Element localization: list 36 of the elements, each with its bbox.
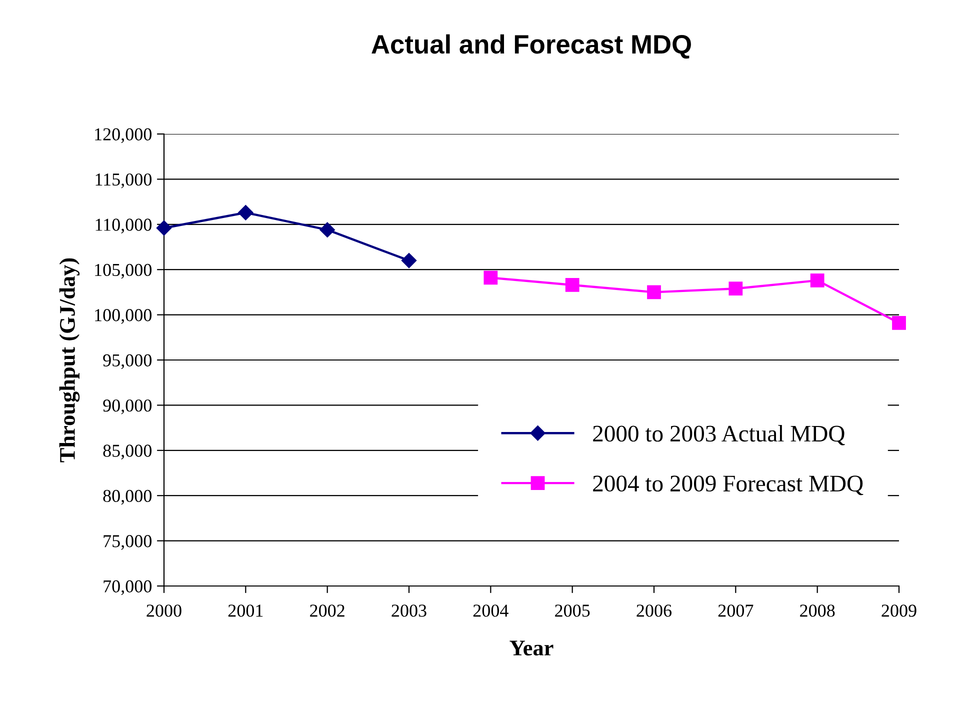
point	[484, 270, 498, 285]
y-tick-label: 80,000	[103, 490, 152, 505]
legend-label: 2000 to 2003 Actual MDQ	[593, 425, 845, 446]
y-tick-label: 75,000	[104, 535, 152, 550]
x-tick-label: 2004	[473, 604, 508, 617]
x-tick-label: 2008	[800, 604, 835, 617]
y-tick-label: 90,000	[103, 399, 152, 414]
x-axis-title: Year	[510, 640, 554, 656]
y-axis-title: Throughput (GJ/day)	[59, 258, 80, 462]
y-tick-label: 70,000	[104, 580, 152, 596]
x-tick-label: 2000	[146, 604, 182, 617]
y-tick-label: 85,000	[103, 444, 152, 460]
y-tick-label: 110,000	[96, 218, 152, 234]
x-tick-label: 2002	[310, 604, 344, 617]
point	[401, 252, 417, 268]
y-tick-label: 120,000	[95, 128, 152, 144]
point	[156, 220, 172, 236]
chart-title: Actual and Forecast MDQ	[372, 34, 691, 59]
point	[892, 316, 906, 330]
x-tick-label: 2003	[392, 604, 426, 617]
y-tick-label: 95,000	[103, 354, 152, 370]
x-tick-label: 2009	[882, 604, 916, 617]
x-tick-label: 2005	[555, 604, 590, 617]
x-tick-label: 2001	[228, 604, 263, 617]
y-tick-label: 115,000	[96, 173, 152, 188]
point	[238, 205, 254, 220]
y-tick-label: 100,000	[95, 309, 152, 324]
legend-label: 2004 to 2009 Forecast MDQ	[593, 476, 864, 496]
point	[728, 282, 743, 296]
x-tick-label: 2006	[636, 604, 672, 617]
point	[320, 222, 335, 238]
x-tick-label: 2007	[718, 604, 754, 617]
point	[810, 274, 824, 288]
y-tick-label: 105,000	[95, 264, 152, 279]
point	[565, 278, 580, 292]
point	[647, 285, 661, 300]
